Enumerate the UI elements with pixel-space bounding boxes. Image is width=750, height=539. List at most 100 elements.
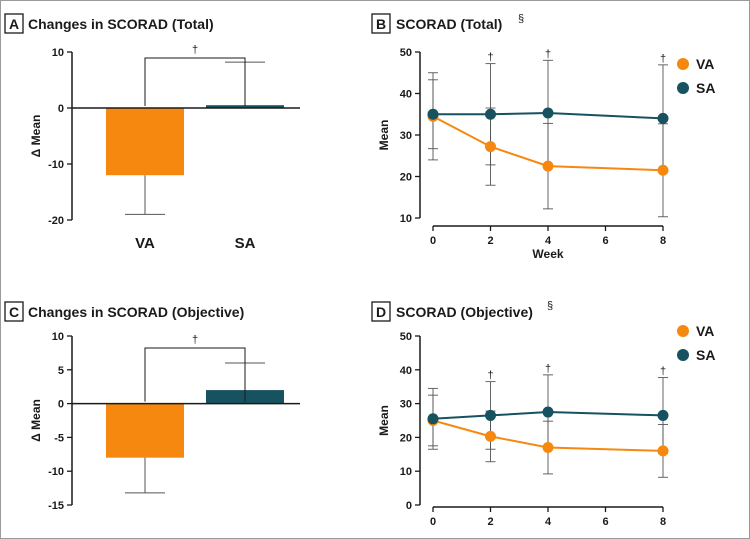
panel-d-series-line-va [432,419,664,452]
panel-b-x-tick-label: 0 [430,235,436,247]
panel-b-series-line-sa [433,112,664,120]
panel-b-y-tick-label: 10 [400,213,412,225]
panel-d-y-tick-label: 10 [400,466,412,478]
panel-b-data-point-sa [427,108,439,120]
panel-d-significance-mark: † [487,370,493,382]
panel-b-y-tick-label: 20 [400,172,412,184]
panel-c-y-tick-label: -5 [54,432,64,444]
panel-d-data-point-sa [657,409,669,421]
panel-a-y-tick-label: -20 [48,215,64,227]
panel-d-line-chart: 50 40 30 20 10 0 0 2 4 6 8 Mean † † † VA SA [377,323,715,528]
panel-c-letter: C [9,304,19,320]
panel-b-x-axis-label: Week [532,247,563,261]
panel-b-y-tick-label: 50 [400,47,412,59]
panel-b-significance-mark: † [545,48,551,60]
panel-b-significance-mark: † [660,53,666,65]
panel-b-legend-label-va: VA [696,56,714,72]
panel-c-y-tick-label: 10 [52,331,64,343]
panel-c-significance-bracket [144,347,246,402]
panel-b-y-axis-label: Mean [377,120,391,151]
panel-a-bar-va [106,108,184,176]
panel-b-letter-box [371,13,391,34]
panel-b-line-chart: 50 40 30 20 10 0 2 4 6 8 Week Mean † † † VA SA [377,47,715,261]
panel-a-significance-mark: † [192,44,198,56]
panel-c-significance-mark: † [192,334,198,346]
panel-b-data-point-sa [657,112,669,124]
panel-d-significance-mark: † [660,366,666,378]
panel-d-series-line-sa [432,411,664,420]
panel-b-significance-mark: † [487,52,493,64]
panel-b-legend-marker-sa [677,82,689,94]
panel-d-data-point-sa [427,413,439,425]
panel-b-series-line-va [432,115,664,172]
panel-d-letter-box [371,301,391,322]
panel-b-title-mark: § [518,13,524,25]
panel-a-title: Changes in SCORAD (Total) [28,16,214,32]
panel-b-y-tick-label: 40 [400,89,412,101]
panel-d-y-tick-label: 40 [400,365,412,377]
panel-d-legend-label-va: VA [696,323,714,339]
panel-b-x-tick-label: 2 [487,235,493,247]
panel-d-legend-marker-va [677,325,689,337]
panel-d-data-point-va [542,442,554,454]
panel-d-y-tick-label: 0 [406,500,412,512]
panel-a-y-tick-label: 10 [52,47,64,59]
panel-a-category-label-sa: SA [235,235,256,252]
panel-b-x-tick-label: 4 [545,235,552,247]
panel-d-significance-mark: † [545,363,551,375]
panel-a-bar-chart: 10 0 -10 -20 Δ Mean VA SA † [29,44,300,252]
panel-d-y-tick-label: 50 [400,331,412,343]
panel-a-letter: A [9,16,19,32]
panel-b-legend-label-sa: SA [696,80,715,96]
panel-d-title: SCORAD (Objective) [396,304,533,320]
panel-b-data-point-va [657,164,669,176]
panel-b-data-point-va [542,160,554,172]
panel-c-bar-va [106,403,184,458]
panel-d-x-tick-label: 4 [545,516,552,528]
panel-d-header: D SCORAD (Objective) § [371,300,553,322]
panel-d-x-tick-label: 8 [660,516,666,528]
panel-b-data-point-sa [542,107,554,119]
panel-d-data-point-va [657,445,669,457]
panel-c-letter-box [4,301,24,322]
panel-a-significance-bracket [144,57,246,106]
panel-d-letter: D [376,304,386,320]
panel-b-legend-marker-va [677,58,689,70]
panel-d-x-tick-label: 6 [602,516,608,528]
panel-a-y-tick-label: 0 [58,103,64,115]
panel-d-data-point-va [485,430,496,442]
panel-d-x-tick-label: 2 [487,516,493,528]
panel-d-legend-label-sa: SA [696,347,715,363]
panel-a-y-axis-label: Δ Mean [29,115,43,158]
panel-c-header: C Changes in SCORAD (Objective) [4,301,244,322]
panel-a-header: A Changes in SCORAD (Total) [4,13,214,34]
panel-d-y-axis-label: Mean [377,405,391,436]
panel-b-y-tick-label: 30 [400,130,412,142]
panel-a-y-tick-label: -10 [48,159,64,171]
panel-d-y-tick-label: 20 [400,432,412,444]
panel-b-x-tick-label: 6 [602,235,608,247]
panel-d-title-mark: § [547,300,553,312]
panel-c-y-tick-label: 0 [58,399,64,411]
panel-b-title: SCORAD (Total) [396,16,502,32]
panel-d-y-tick-label: 30 [400,399,412,411]
panel-c-y-axis-label: Δ Mean [29,399,43,442]
panel-b-header: B SCORAD (Total) § [371,13,524,34]
panel-b-data-point-sa [485,108,496,120]
panel-c-y-tick-label: -15 [48,500,64,512]
panel-d-x-tick-label: 0 [430,516,436,528]
panel-b-x-tick-label: 8 [660,235,666,247]
panel-a-bar-sa [206,105,284,108]
panel-b-data-point-va [485,141,496,153]
panel-d-data-point-sa [542,406,554,418]
panel-c-y-tick-label: 5 [58,365,64,377]
panel-c-y-tick-label: -10 [48,466,64,478]
panel-b-letter: B [376,16,386,32]
panel-a-category-label-va: VA [135,235,155,252]
panel-d-data-point-sa [485,409,496,421]
panel-c-title: Changes in SCORAD (Objective) [28,304,244,320]
panel-a-letter-box [4,13,24,34]
panel-c-bar-chart: 10 5 0 -5 -10 -15 Δ Mean † [29,331,300,512]
panel-d-legend-marker-sa [677,349,689,361]
